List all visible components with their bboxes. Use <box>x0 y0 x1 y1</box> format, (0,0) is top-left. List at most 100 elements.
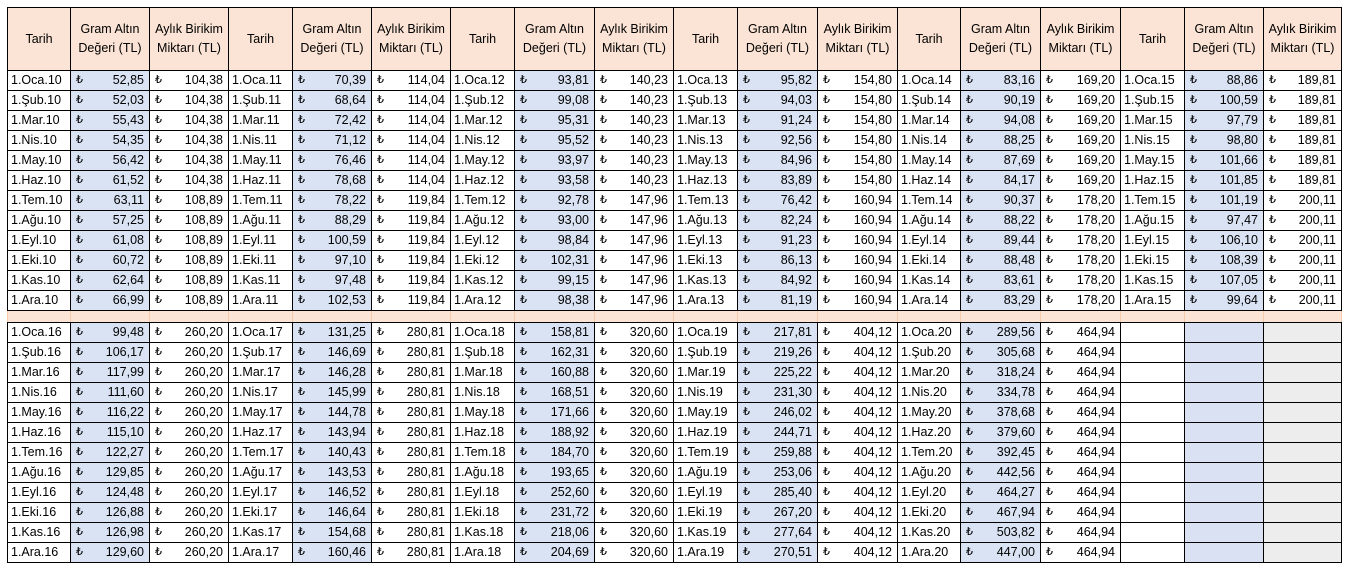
savings-cell[interactable]: ₺ 169,20 <box>1040 130 1121 151</box>
date-cell[interactable]: 1.Şub.10 <box>7 90 71 111</box>
date-cell[interactable]: 1.Mar.20 <box>897 362 961 383</box>
date-cell[interactable]: 1.Mar.15 <box>1120 110 1185 131</box>
savings-cell[interactable]: ₺ 464,94 <box>1040 542 1121 563</box>
empty-cell[interactable] <box>1184 442 1264 463</box>
date-cell[interactable]: 1.Eyl.12 <box>450 230 515 251</box>
gold-value-cell[interactable]: ₺ 225,22 <box>737 362 818 383</box>
date-cell[interactable]: 1.Eyl.17 <box>228 482 293 503</box>
savings-cell[interactable]: ₺ 189,81 <box>1263 90 1342 111</box>
date-cell[interactable]: 1.Tem.11 <box>228 190 293 211</box>
savings-cell[interactable]: ₺ 104,38 <box>149 70 229 91</box>
gold-value-cell[interactable]: ₺ 204,69 <box>514 542 595 563</box>
gold-value-cell[interactable]: ₺ 102,53 <box>292 290 372 311</box>
savings-cell[interactable]: ₺ 320,60 <box>594 402 674 423</box>
date-cell[interactable]: 1.May.20 <box>897 402 961 423</box>
savings-cell[interactable]: ₺ 280,81 <box>371 362 451 383</box>
savings-cell[interactable]: ₺ 108,89 <box>149 190 229 211</box>
date-cell[interactable]: 1.Kas.15 <box>1120 270 1185 291</box>
gold-value-cell[interactable]: ₺ 259,88 <box>737 442 818 463</box>
savings-cell[interactable]: ₺ 114,04 <box>371 150 451 171</box>
savings-cell[interactable]: ₺ 189,81 <box>1263 150 1342 171</box>
savings-cell[interactable]: ₺ 189,81 <box>1263 130 1342 151</box>
savings-cell[interactable]: ₺ 104,38 <box>149 110 229 131</box>
date-cell[interactable]: 1.Nis.16 <box>7 382 71 403</box>
savings-cell[interactable]: ₺ 280,81 <box>371 402 451 423</box>
date-cell[interactable]: 1.Eki.12 <box>450 250 515 271</box>
savings-cell[interactable]: ₺ 280,81 <box>371 322 451 343</box>
date-cell[interactable]: 1.Oca.13 <box>673 70 738 91</box>
date-cell[interactable]: 1.May.10 <box>7 150 71 171</box>
gold-value-cell[interactable]: ₺ 126,98 <box>70 522 150 543</box>
savings-cell[interactable]: ₺ 178,20 <box>1040 230 1121 251</box>
savings-cell[interactable]: ₺ 404,12 <box>817 502 898 523</box>
date-cell[interactable]: 1.Nis.12 <box>450 130 515 151</box>
gold-value-cell[interactable]: ₺ 171,66 <box>514 402 595 423</box>
gold-value-cell[interactable]: ₺ 82,24 <box>737 210 818 231</box>
savings-cell[interactable]: ₺ 404,12 <box>817 482 898 503</box>
date-cell[interactable]: 1.Eki.11 <box>228 250 293 271</box>
date-cell[interactable]: 1.Şub.13 <box>673 90 738 111</box>
date-cell[interactable]: 1.Eyl.11 <box>228 230 293 251</box>
gold-value-cell[interactable]: ₺ 168,51 <box>514 382 595 403</box>
gold-value-cell[interactable]: ₺ 126,88 <box>70 502 150 523</box>
date-cell[interactable]: 1.Oca.15 <box>1120 70 1185 91</box>
savings-cell[interactable]: ₺ 160,94 <box>817 190 898 211</box>
savings-cell[interactable]: ₺ 178,20 <box>1040 210 1121 231</box>
gold-value-cell[interactable]: ₺ 146,69 <box>292 342 372 363</box>
gold-value-cell[interactable]: ₺ 60,72 <box>70 250 150 271</box>
date-cell[interactable]: 1.Ağu.16 <box>7 462 71 483</box>
date-cell[interactable]: 1.Haz.18 <box>450 422 515 443</box>
gold-value-cell[interactable]: ₺ 244,71 <box>737 422 818 443</box>
date-cell[interactable]: 1.Ara.10 <box>7 290 71 311</box>
savings-cell[interactable]: ₺ 260,20 <box>149 382 229 403</box>
empty-cell[interactable] <box>1184 502 1264 523</box>
gold-value-cell[interactable]: ₺ 146,52 <box>292 482 372 503</box>
gold-value-cell[interactable]: ₺ 318,24 <box>960 362 1041 383</box>
gold-value-cell[interactable]: ₺ 66,99 <box>70 290 150 311</box>
date-cell[interactable]: 1.Eyl.20 <box>897 482 961 503</box>
gold-value-cell[interactable]: ₺ 93,97 <box>514 150 595 171</box>
empty-cell[interactable] <box>1263 322 1342 343</box>
savings-cell[interactable]: ₺ 169,20 <box>1040 90 1121 111</box>
savings-cell[interactable]: ₺ 119,84 <box>371 190 451 211</box>
gold-value-cell[interactable]: ₺ 97,10 <box>292 250 372 271</box>
gold-value-cell[interactable]: ₺ 218,06 <box>514 522 595 543</box>
gold-value-cell[interactable]: ₺ 285,40 <box>737 482 818 503</box>
gold-value-cell[interactable]: ₺ 93,81 <box>514 70 595 91</box>
savings-cell[interactable]: ₺ 189,81 <box>1263 170 1342 191</box>
savings-cell[interactable]: ₺ 280,81 <box>371 342 451 363</box>
date-cell[interactable]: 1.Kas.19 <box>673 522 738 543</box>
empty-cell[interactable] <box>1120 442 1185 463</box>
savings-cell[interactable]: ₺ 140,23 <box>594 130 674 151</box>
savings-cell[interactable]: ₺ 260,20 <box>149 442 229 463</box>
savings-cell[interactable]: ₺ 114,04 <box>371 110 451 131</box>
savings-cell[interactable]: ₺ 119,84 <box>371 270 451 291</box>
gold-value-cell[interactable]: ₺ 89,44 <box>960 230 1041 251</box>
savings-cell[interactable]: ₺ 280,81 <box>371 482 451 503</box>
empty-cell[interactable] <box>1263 522 1342 543</box>
gold-value-cell[interactable]: ₺ 145,99 <box>292 382 372 403</box>
date-cell[interactable]: 1.Ağu.12 <box>450 210 515 231</box>
empty-cell[interactable] <box>1120 482 1185 503</box>
date-cell[interactable]: 1.Oca.20 <box>897 322 961 343</box>
gold-value-cell[interactable]: ₺ 108,39 <box>1184 250 1264 271</box>
gold-value-cell[interactable]: ₺ 146,28 <box>292 362 372 383</box>
empty-cell[interactable] <box>1184 422 1264 443</box>
date-cell[interactable]: 1.Tem.13 <box>673 190 738 211</box>
gold-value-cell[interactable]: ₺ 184,70 <box>514 442 595 463</box>
date-cell[interactable]: 1.Nis.11 <box>228 130 293 151</box>
savings-cell[interactable]: ₺ 320,60 <box>594 482 674 503</box>
date-cell[interactable]: 1.Haz.11 <box>228 170 293 191</box>
gold-value-cell[interactable]: ₺ 334,78 <box>960 382 1041 403</box>
savings-cell[interactable]: ₺ 178,20 <box>1040 290 1121 311</box>
savings-cell[interactable]: ₺ 178,20 <box>1040 250 1121 271</box>
gold-value-cell[interactable]: ₺ 55,43 <box>70 110 150 131</box>
savings-cell[interactable]: ₺ 260,20 <box>149 522 229 543</box>
gold-value-cell[interactable]: ₺ 378,68 <box>960 402 1041 423</box>
date-cell[interactable]: 1.Şub.17 <box>228 342 293 363</box>
savings-cell[interactable]: ₺ 260,20 <box>149 422 229 443</box>
gold-value-cell[interactable]: ₺ 144,78 <box>292 402 372 423</box>
date-cell[interactable]: 1.Ağu.13 <box>673 210 738 231</box>
gold-value-cell[interactable]: ₺ 154,68 <box>292 522 372 543</box>
date-cell[interactable]: 1.Oca.17 <box>228 322 293 343</box>
